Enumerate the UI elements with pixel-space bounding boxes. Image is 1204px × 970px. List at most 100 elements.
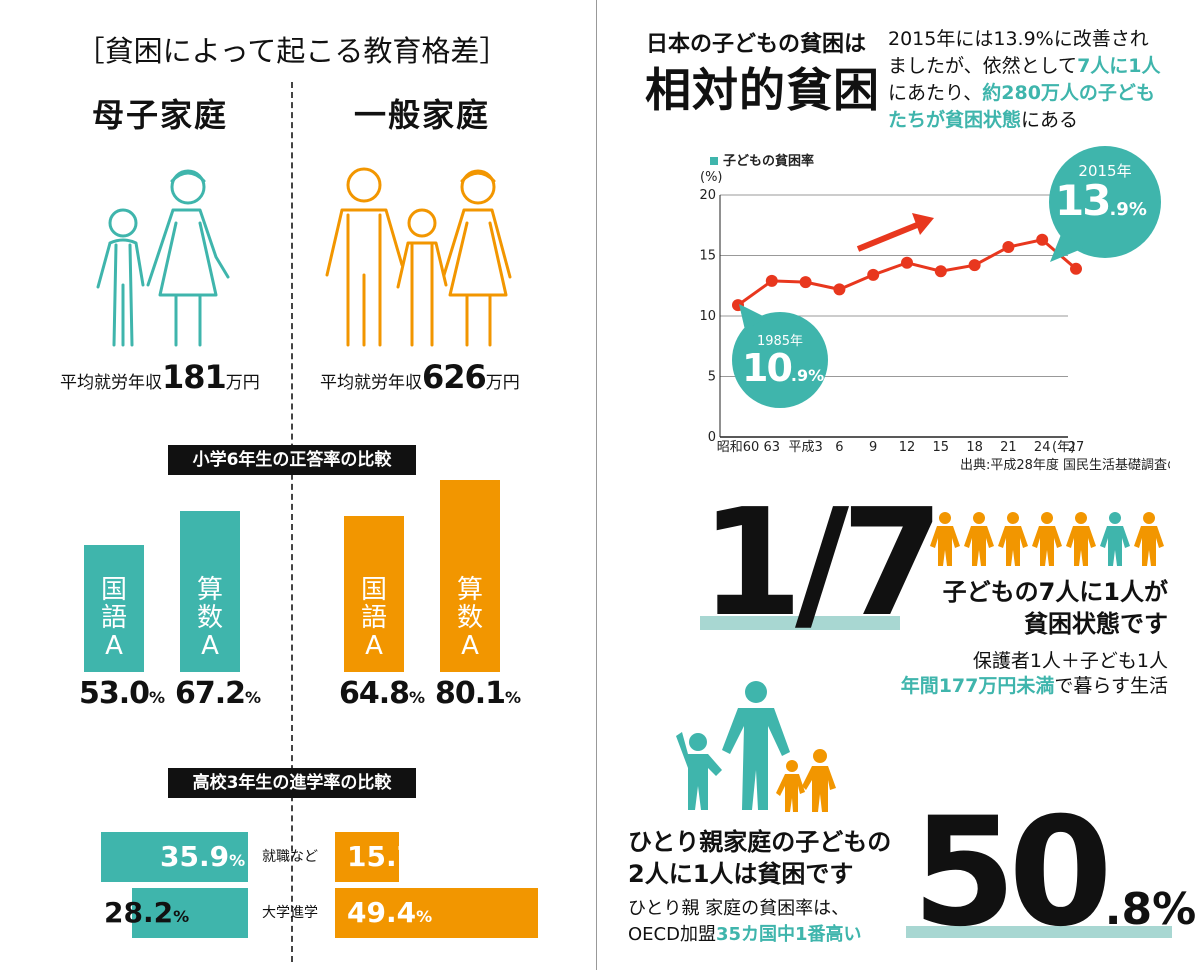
elementary-bar-label: 数	[456, 603, 483, 633]
single-parent-line-1: ひとり親家庭の子どもの	[628, 828, 892, 856]
chart-x-tick: 15	[933, 440, 950, 455]
callout-2015-bubble	[1049, 146, 1161, 262]
chart-x-tick: 63	[764, 440, 781, 455]
percent-underline	[906, 926, 1172, 938]
lead-line-4: たちが貧困状態にある	[888, 109, 1079, 131]
chart-y-tick: 20	[699, 188, 716, 203]
elementary-bar-label: A	[365, 631, 383, 661]
highschool-single-bar	[132, 888, 248, 938]
chart-y-tick: 15	[699, 249, 716, 264]
chart-x-tick: 24	[1034, 440, 1051, 455]
chart-x-tick: 21	[1000, 440, 1017, 455]
single-income-value: 181	[162, 358, 227, 396]
chart-x-tick: 12	[899, 440, 916, 455]
highschool-single-value: 28.2%	[104, 896, 190, 929]
callout-2015-value: 13.9%	[1055, 176, 1147, 225]
trend-arrowhead-icon	[912, 213, 934, 235]
elementary-bar-value: 67.2%	[175, 676, 262, 711]
trend-arrow-icon	[856, 220, 924, 252]
elementary-bar-label: 国	[360, 575, 387, 605]
child-person-icon	[1134, 512, 1164, 566]
chart-legend-marker	[710, 157, 718, 165]
chart-y-tick: 0	[708, 430, 716, 445]
callout-1985-bubble	[732, 304, 828, 408]
chart-point	[1070, 262, 1082, 275]
chart-point	[901, 256, 913, 269]
chart-x-tick: 平成3	[788, 440, 822, 455]
chart-x-tick: 27	[1068, 440, 1085, 455]
chart-legend-label: 子どもの貧困率	[723, 153, 814, 169]
chart-x-tick: 18	[966, 440, 983, 455]
center-divider	[596, 0, 597, 970]
callout-1985-value: 10.9%	[742, 346, 825, 390]
single-parent-heading: 母子家庭	[92, 96, 229, 134]
elementary-bar-label: A	[105, 631, 123, 661]
ratio-line-1: 子どもの7人に1人が	[942, 578, 1168, 606]
general-income-label: 平均就労年収	[320, 373, 422, 393]
highschool-row-label: 就職など	[262, 849, 318, 865]
chart-point	[1036, 233, 1049, 246]
elementary-bar-label: 語	[100, 603, 127, 633]
highschool-general-bar: 15.7%	[335, 832, 432, 882]
single-income-unit: 万円	[225, 373, 260, 393]
poverty-rate-chart: 子どもの貧困率 (%) 0 5 10 15 20 昭和60 63 平成3 6 9 12 15 18 21…	[699, 153, 1170, 473]
ratio-line-2: 貧困状態です	[1024, 610, 1168, 638]
chart-x-tick: 昭和60	[717, 440, 760, 455]
left-dashed-divider	[291, 82, 293, 962]
elementary-bar-label: A	[201, 631, 219, 661]
chart-point	[799, 276, 812, 289]
child-person-icon	[1032, 512, 1062, 566]
seven-children-icons	[930, 512, 1170, 572]
single-parent-family-icon	[96, 169, 230, 347]
chart-source: 出典:平成28年度 国民生活基礎調査の概況	[960, 457, 1170, 473]
chart-y-tick: 5	[708, 370, 716, 385]
ratio-underline	[700, 616, 900, 630]
highschool-row-label: 大学進学	[262, 905, 318, 921]
right-kicker: 日本の子どもの貧困は	[646, 32, 867, 57]
chart-point	[867, 268, 880, 281]
general-income: 平均就労年収626万円	[320, 358, 520, 396]
chart-point	[1002, 241, 1015, 254]
child-person-icon	[930, 512, 960, 566]
chart-y-unit: (%)	[700, 170, 723, 185]
single-parent-line-2: 2人に1人は貧困です	[628, 860, 854, 888]
lead-line-1: 2015年には13.9%に改善され	[888, 28, 1149, 50]
child-person-icon	[1100, 512, 1130, 566]
single-parent-walking-icon	[676, 681, 836, 812]
general-income-unit: 万円	[485, 373, 520, 393]
highschool-general-bar: 49.4%	[335, 888, 538, 938]
chart-x-unit: (年)	[1052, 440, 1075, 455]
ratio-sub-1: 保護者1人＋子ども1人	[972, 650, 1168, 672]
elementary-bar-value: 80.1%	[435, 676, 522, 711]
chart-x-tick: 6	[835, 440, 843, 455]
left-title: ［貧困によって起こる教育格差］	[75, 34, 509, 68]
ratio-sub-2: 年間177万円未満で暮らす生活	[900, 675, 1168, 697]
elementary-bar-label: 算	[196, 575, 223, 605]
highschool-single-bar	[101, 832, 248, 882]
elementary-heading: 小学6年生の正答率の比較	[168, 445, 416, 475]
chart-point	[833, 283, 846, 296]
single-parent-sub-1: ひとり親 家庭の貧困率は、	[628, 898, 850, 919]
chart-y-tick: 10	[699, 309, 716, 324]
chart-point	[765, 274, 778, 287]
general-family-icon	[325, 167, 512, 347]
highschool-heading: 高校3年生の進学率の比較	[168, 768, 416, 798]
ratio-big-number: 1/7	[700, 477, 944, 649]
lead-line-3: にあたり、約280万人の子ども	[888, 82, 1155, 104]
elementary-bar-label: 算	[456, 575, 483, 605]
right-headline: 相対的貧困	[645, 63, 880, 117]
elementary-bar-label: A	[461, 631, 479, 661]
chart-x-tick: 9	[869, 440, 877, 455]
general-family-heading: 一般家庭	[354, 96, 491, 134]
highschool-single-value: 35.9%	[160, 840, 246, 873]
chart-series-line	[737, 238, 1077, 307]
chart-point	[934, 265, 947, 278]
callout-2015-year: 2015年	[1078, 162, 1132, 180]
chart-point	[968, 259, 981, 272]
single-income-label: 平均就労年収	[60, 373, 162, 393]
single-income: 平均就労年収181万円	[60, 358, 260, 396]
